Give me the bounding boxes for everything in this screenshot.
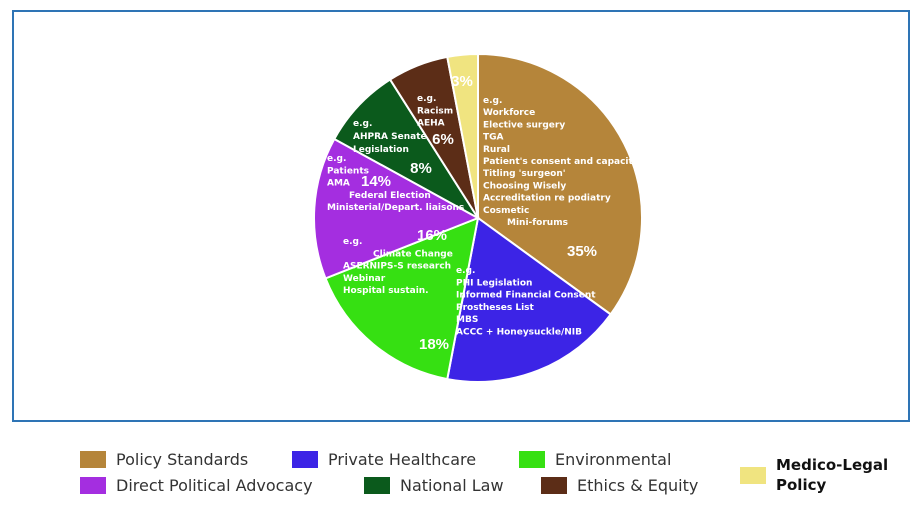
pie-slice-direct-political-advocacy [313, 137, 481, 280]
legend-label: National Law [400, 476, 504, 495]
slice-annotation-direct-political-advocacy: e.g. [327, 154, 346, 164]
slice-annotation-direct-political-advocacy: AMA [327, 179, 350, 189]
legend-swatch [364, 477, 390, 494]
legend-item-private-healthcare: Private Healthcare [292, 450, 476, 469]
slice-annotation-private-healthcare: MBS [456, 315, 478, 325]
slice-annotation-national-law: AHPRA Senate [353, 132, 427, 142]
slice-annotation-policy-standards: Accreditation re podiatry [483, 194, 611, 204]
slice-annotation-policy-standards: Patient's consent and capacity [483, 157, 639, 167]
data-label-policy-standards: 35% [567, 243, 597, 260]
legend-label: Private Healthcare [328, 450, 477, 469]
legend-item-national-law: National Law [364, 476, 504, 495]
slice-annotation-policy-standards: Mini-forums [507, 218, 568, 228]
legend-item-medico-legal-policy: Medico-Legal Policy [740, 455, 888, 495]
slice-annotation-policy-standards: Rural [483, 145, 510, 155]
slice-annotation-policy-standards: e.g. [483, 96, 502, 106]
slice-annotation-direct-political-advocacy: Patients [327, 166, 369, 176]
slice-annotation-ethics-equity: e.g. [417, 94, 436, 104]
legend-label: Ethics & Equity [577, 476, 699, 495]
slice-annotation-ethics-equity: Racism [417, 106, 453, 116]
slice-annotation-policy-standards: Elective surgery [483, 120, 565, 130]
legend: Policy Standards Private Healthcare Enviro… [0, 428, 924, 518]
slice-annotation-private-healthcare: ACCC + Honeysuckle/NIB [456, 328, 582, 338]
slice-annotation-private-healthcare: PHI Legislation [456, 278, 532, 288]
legend-label: Environmental [555, 450, 672, 469]
legend-item-direct-political-advocacy: Direct Political Advocacy [80, 476, 313, 495]
slice-annotation-environmental: e.g. [343, 237, 362, 247]
legend-swatch [80, 451, 106, 468]
data-label-national-law: 8% [410, 160, 432, 177]
slice-annotation-policy-standards: Workforce [483, 108, 535, 118]
slice-annotation-ethics-equity: AEHA [417, 119, 445, 129]
data-label-direct-political-advocacy: 14% [361, 173, 391, 190]
data-label-medico-legal-policy: 3% [451, 73, 473, 90]
slice-annotation-national-law: Legislation [353, 145, 409, 155]
legend-swatch [292, 451, 318, 468]
slice-annotation-private-healthcare: e.g. [456, 266, 475, 276]
legend-label: Policy Standards [116, 450, 249, 469]
legend-swatch [541, 477, 567, 494]
pie-slice-medico-legal-policy [446, 52, 479, 219]
pie-chart: e.g. Workforce Elective surgery TGA Rural Pat… [313, 52, 643, 384]
pie-slice-private-healthcare [446, 216, 613, 384]
legend-swatch [740, 466, 766, 484]
legend-label: Direct Political Advocacy [116, 476, 313, 495]
data-label-environmental: 16% [417, 227, 447, 244]
slice-annotation-environmental: Climate Change [373, 249, 453, 259]
legend-label: Medico-Legal Policy [776, 456, 889, 494]
pie-slice-policy-standards [477, 52, 643, 316]
slice-annotation-policy-standards: Cosmetic [483, 206, 529, 216]
slice-annotation-policy-standards: Titling 'surgeon' [483, 169, 566, 179]
legend-item-policy-standards: Policy Standards [80, 450, 248, 469]
slice-annotation-environmental: Webinar [343, 274, 386, 284]
slice-annotation-national-law: e.g. [353, 119, 372, 129]
chart-frame [12, 10, 910, 422]
legend-item-ethics-equity: Ethics & Equity [541, 476, 698, 495]
slice-annotation-private-healthcare: Informed Financial Consent [456, 291, 596, 301]
legend-swatch [80, 477, 106, 494]
pie-slice-environmental [324, 216, 480, 381]
slice-annotation-direct-political-advocacy: Ministerial/Depart. liaisons [327, 203, 464, 213]
legend-swatch [519, 451, 545, 468]
slice-annotation-policy-standards: Choosing Wisely [483, 181, 566, 191]
slice-annotation-private-healthcare: Prostheses List [456, 303, 535, 313]
slice-annotation-policy-standards: TGA [483, 133, 504, 143]
slice-annotation-environmental: ASERNIPS-S research [343, 262, 451, 272]
data-label-private-healthcare: 18% [419, 336, 449, 353]
slice-annotation-direct-political-advocacy: Federal Election [349, 191, 431, 201]
legend-item-environmental: Environmental [519, 450, 671, 469]
slice-annotation-environmental: Hospital sustain. [343, 286, 429, 296]
data-label-ethics-equity: 6% [432, 131, 454, 148]
